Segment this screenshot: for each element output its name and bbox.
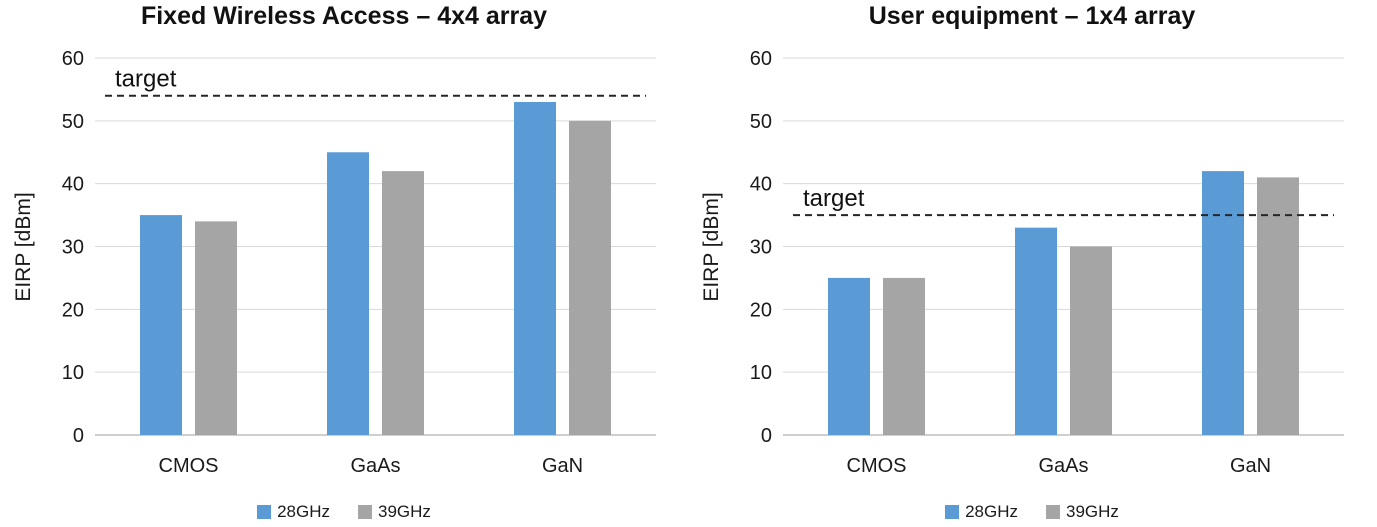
- y-tick-label: 60: [750, 48, 772, 70]
- legend-item-39ghz: 39GHz: [358, 502, 431, 522]
- bar-39ghz-gan: [1257, 177, 1299, 435]
- bar-28ghz-gan: [514, 101, 556, 435]
- legend-swatch-icon: [358, 505, 372, 519]
- y-tick-label: 50: [62, 111, 84, 133]
- y-tick-label: 60: [62, 48, 84, 70]
- y-tick-label: 20: [750, 299, 772, 321]
- bar-39ghz-cmos: [883, 277, 925, 435]
- bar-28ghz-cmos: [140, 215, 182, 435]
- y-tick-label: 40: [750, 174, 772, 196]
- legend-swatch-icon: [1046, 505, 1060, 519]
- legend-label: 28GHz: [965, 502, 1018, 521]
- y-tick-label: 20: [62, 299, 84, 321]
- chart-title: Fixed Wireless Access – 4x4 array: [140, 2, 548, 30]
- x-category-label: GaN: [1230, 455, 1271, 477]
- y-tick-label: 30: [750, 237, 772, 259]
- plot-area-fwa: 0 10 20 30 40 50 60 CMOS GaAs GaN target: [62, 48, 656, 477]
- bar-39ghz-cmos: [195, 221, 237, 435]
- y-tick-label: 10: [62, 362, 84, 384]
- legend-swatch-icon: [945, 505, 960, 519]
- target-label: target: [803, 185, 865, 212]
- x-category-label: CMOS: [847, 455, 907, 477]
- legend-item-39ghz: 39GHz: [1046, 502, 1119, 522]
- y-tick-label: 40: [62, 174, 84, 196]
- x-category-label: GaAs: [350, 455, 400, 477]
- x-category-label: GaN: [542, 455, 583, 477]
- y-tick-label: 0: [73, 425, 84, 447]
- bar-39ghz-gaas: [1070, 246, 1112, 435]
- bar-39ghz-gan: [569, 120, 611, 435]
- y-tick-label: 10: [750, 362, 772, 384]
- y-tick-label: 30: [62, 237, 84, 259]
- legend-swatch-icon: [257, 505, 272, 519]
- legend-item-28ghz: 28GHz: [945, 502, 1018, 522]
- x-category-label: GaAs: [1038, 455, 1088, 477]
- bar-28ghz-cmos: [828, 277, 870, 435]
- plot-area-ue: 0 10 20 30 40 50 60 CMOS GaAs GaN target: [750, 48, 1344, 477]
- bar-28ghz-gaas: [1015, 227, 1057, 435]
- legend-fwa: 28GHz 39GHz: [0, 502, 688, 522]
- bar-28ghz-gan: [1202, 171, 1244, 435]
- chart-fixed-wireless-access: Fixed Wireless Access – 4x4 array EIRP […: [0, 0, 688, 527]
- bar-39ghz-gaas: [382, 171, 424, 435]
- legend-label: 28GHz: [277, 502, 330, 521]
- legend-label: 39GHz: [378, 502, 431, 521]
- y-tick-label: 50: [750, 111, 772, 133]
- legend-label: 39GHz: [1066, 502, 1119, 521]
- bar-28ghz-gaas: [327, 152, 369, 435]
- target-label: target: [115, 66, 177, 93]
- y-tick-label: 0: [761, 425, 772, 447]
- legend-ue: 28GHz 39GHz: [688, 502, 1376, 522]
- legend-item-28ghz: 28GHz: [257, 502, 330, 522]
- chart-title: User equipment – 1x4 array: [868, 2, 1196, 30]
- x-category-label: CMOS: [159, 455, 219, 477]
